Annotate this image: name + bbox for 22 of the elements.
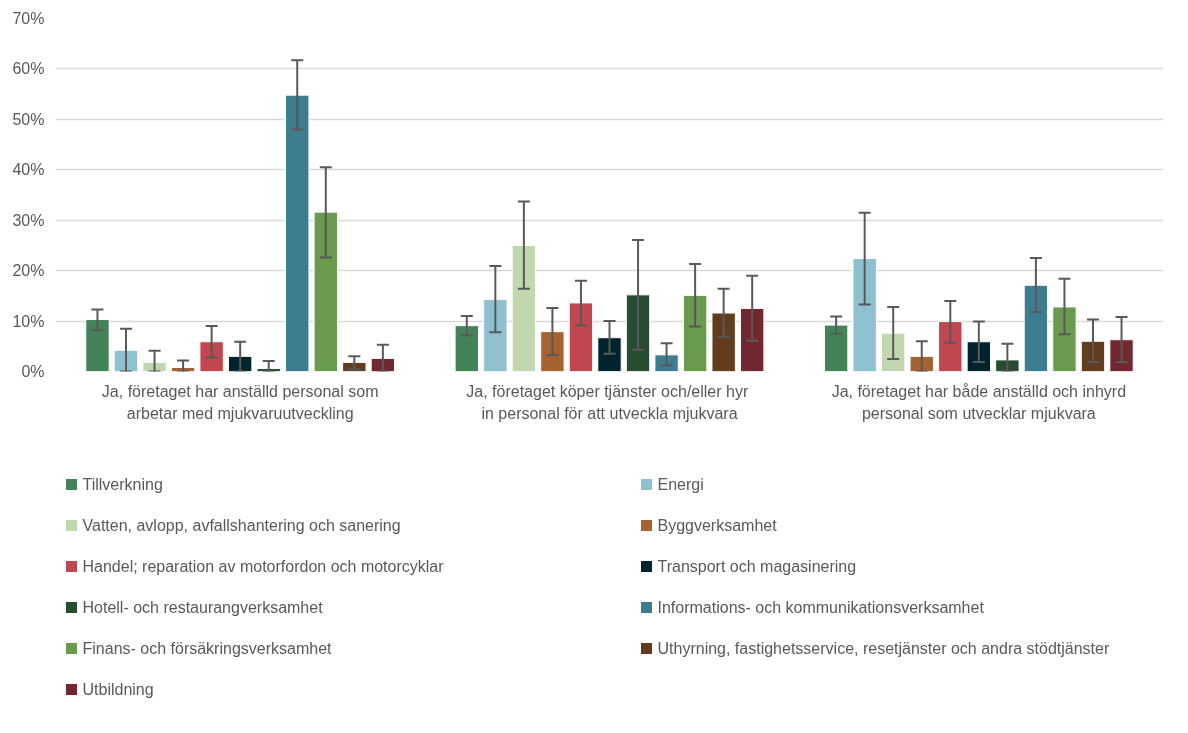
legend-label: Utbildning [82,681,154,698]
legend-label: Finans- och försäkringsverksamhet [82,640,333,657]
y-tick-label: 10% [12,312,45,330]
x-tick-label: Ja, företaget köper tjänster och/eller hyr in personal för att utveckla mjukvara [466,382,749,422]
legend-label: Byggverksamhet [657,517,778,534]
y-tick-label: 0% [21,363,45,380]
y-tick-label: 20% [12,262,45,280]
legend-label: Uthyrning, fastighetsservice, resetjänster och andra stödtjänster [657,640,1110,657]
y-tick-label: 30% [12,211,45,229]
y-tick-label: 60% [12,60,45,78]
y-tick-label: 50% [12,110,45,128]
legend-label: Energi [657,476,704,493]
x-tick-label: Ja, företaget har både anställd och inhyrd personal som utvecklar mjukvara [831,382,1127,422]
legend-label: Tillverkning [82,476,163,493]
legend-label: Vatten, avlopp, avfallshantering och sanering [82,517,401,534]
x-tick-label: Ja, företaget har anställd personal som arbetar med mjukvaruutveckling [101,382,379,422]
legend-label: Hotell- och restaurangverksamhet [82,599,324,616]
legend-label: Informations- och kommunikationsverksamhet [657,599,985,616]
legend-label: Handel; reparation av motorfordon och motorcyklar [82,558,445,575]
y-tick-label: 40% [12,161,45,179]
legend-label: Transport och magasinering [657,558,857,575]
y-tick-label: 70% [12,10,45,27]
